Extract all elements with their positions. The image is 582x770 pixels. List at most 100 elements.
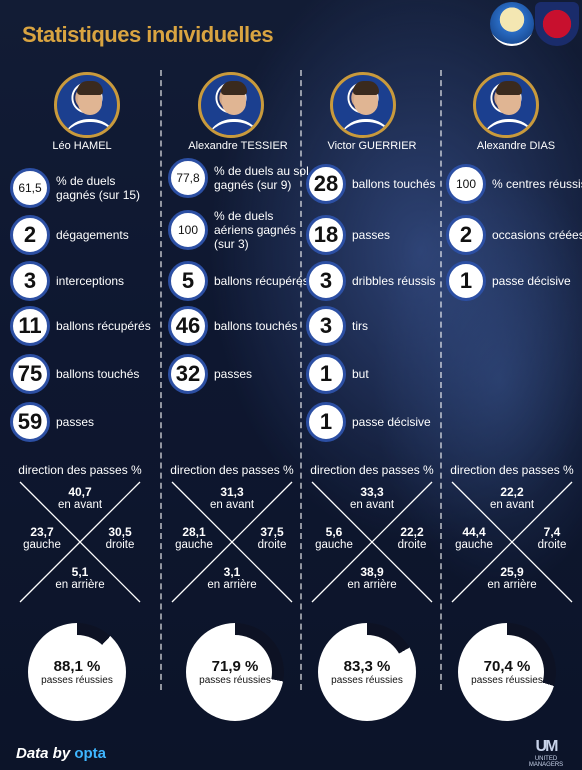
united-managers-logo: UM UNITED MANAGERS [520,738,572,768]
stat-value-badge: 2 [10,215,50,255]
stat-label: ballons touchés [214,319,298,333]
pass-direction-label: gauche [455,539,493,551]
stat-value-badge: 59 [10,402,50,442]
pass-direction-forward: 31,3 en avant [202,486,262,512]
pass-success-percent: 71,9 % [211,658,259,675]
stat-row: 3 dribbles réussis [306,261,452,301]
pass-direction-forward: 22,2 en avant [482,486,542,512]
stat-row: 11 ballons récupérés [10,306,156,346]
stat-row: 61,5% de duels gagnés (sur 15) [10,168,156,208]
stat-label: dribbles réussis [352,274,436,288]
pass-direction-label: droite [397,539,427,551]
donut-center: 83,3 % passes réussies [330,635,404,709]
stat-value-badge: 3 [306,261,346,301]
pass-direction-forward: 33,3 en avant [342,486,402,512]
pass-direction-label: en avant [489,499,535,511]
pass-direction-right: 7,4 droite [522,526,582,552]
stat-label: % de duels au sol gagnés (sur 9) [214,164,309,192]
pass-direction-right: 30,5 droite [90,526,150,552]
pass-direction-value: 40,7 [68,485,92,499]
pass-success-percent: 88,1 % [53,658,101,675]
stat-value-badge: 18 [306,215,346,255]
stat-value-badge: 3 [306,306,346,346]
stat-label: % centres réussis [492,177,582,191]
stat-value-badge: 28 [306,164,346,204]
pass-success-percent: 70,4 % [483,658,531,675]
column-divider [440,70,442,690]
stat-value-badge: 75 [10,354,50,394]
pass-direction-right: 37,5 droite [242,526,302,552]
pass-direction-back: 5,1 en arrière [50,566,110,592]
cross-lines [171,481,293,603]
stat-value-badge: 5 [168,261,208,301]
page-title: Statistiques individuelles [22,22,274,47]
pass-direction-cross: 40,7 en avant 23,7 gauche 30,5 droite 5,1 en ar… [10,480,150,606]
cross-lines [311,481,433,603]
stat-label: passes [56,415,95,429]
stat-value-badge: 77,8 [168,158,208,198]
stat-label: interceptions [56,274,125,288]
pass-direction-label: en arrière [487,579,537,591]
pass-direction-cross: 31,3 en avant 28,1 gauche 37,5 droite 3,1 en ar… [162,480,302,606]
pass-direction-label: droite [257,539,287,551]
pass-direction-label: en arrière [207,579,257,591]
donut-center: 71,9 % passes réussies [198,635,272,709]
pass-success-donut: 71,9 % passes réussies [186,623,284,721]
pass-direction-value: 28,1 [182,525,206,539]
pass-direction-left: 23,7 gauche [12,526,72,552]
stat-label: passe décisive [352,415,431,429]
stat-value-badge: 2 [446,215,486,255]
player-name: Léo HAMEL [52,140,112,152]
stat-row: 59 passes [10,402,156,442]
pass-direction-value: 33,3 [360,485,384,499]
pass-direction-value: 30,5 [108,525,132,539]
player-photo [198,72,264,138]
stat-row: 5 ballons récupérés [168,261,314,301]
stat-value-badge: 32 [168,354,208,394]
pass-success-label: passes réussies [471,675,543,686]
stat-label: tirs [352,319,368,333]
pass-direction-value: 22,2 [500,485,524,499]
pass-direction-right: 22,2 droite [382,526,442,552]
pass-direction-value: 22,2 [400,525,424,539]
pass-direction-label: gauche [23,539,61,551]
um-logo-text: UNITED MANAGERS [528,756,564,768]
pass-direction-cross: 33,3 en avant 5,6 gauche 22,2 droite 38,9 en ar… [302,480,442,606]
pass-direction-value: 37,5 [260,525,284,539]
column-divider [300,70,302,690]
donut-center: 88,1 % passes réussies [40,635,114,709]
pass-direction-value: 23,7 [30,525,54,539]
cross-lines [19,481,141,603]
club-logo-caen [535,2,579,46]
pass-success-donut: 83,3 % passes réussies [318,623,416,721]
player-name: Alexandre TESSIER [188,140,288,152]
stat-label: ballons touchés [352,177,436,191]
pass-direction-value: 5,6 [325,525,343,539]
club-logo-grenoble [490,2,534,46]
stat-value-badge: 100 [168,210,208,250]
pass-direction-value: 5,1 [71,565,89,579]
stat-row: 2 dégagements [10,215,156,255]
pass-success-donut: 88,1 % passes réussies [28,623,126,721]
player-name: Alexandre DIAS [476,140,556,152]
stat-value-badge: 1 [306,402,346,442]
pass-direction-label: en avant [57,499,103,511]
pass-direction-label: droite [105,539,135,551]
pass-direction-title: direction des passes % [450,463,574,477]
pass-success-donut: 70,4 % passes réussies [458,623,556,721]
player-photo [54,72,120,138]
pass-direction-title: direction des passes % [310,463,434,477]
stat-row: 18 passes [306,215,452,255]
stat-row: 77,8% de duels au sol gagnés (sur 9) [168,158,314,198]
pass-direction-value: 3,1 [223,565,241,579]
stat-label: passes [214,367,253,381]
player-name: Victor GUERRIER [327,140,417,152]
stat-row: 46 ballons touchés [168,306,314,346]
stat-label: occasions créées [492,228,582,242]
stat-row: 75 ballons touchés [10,354,156,394]
pass-success-label: passes réussies [41,675,113,686]
stat-value-badge: 3 [10,261,50,301]
stat-row: 1 passe décisive [446,261,582,301]
pass-success-label: passes réussies [331,675,403,686]
stat-value-badge: 61,5 [10,168,50,208]
